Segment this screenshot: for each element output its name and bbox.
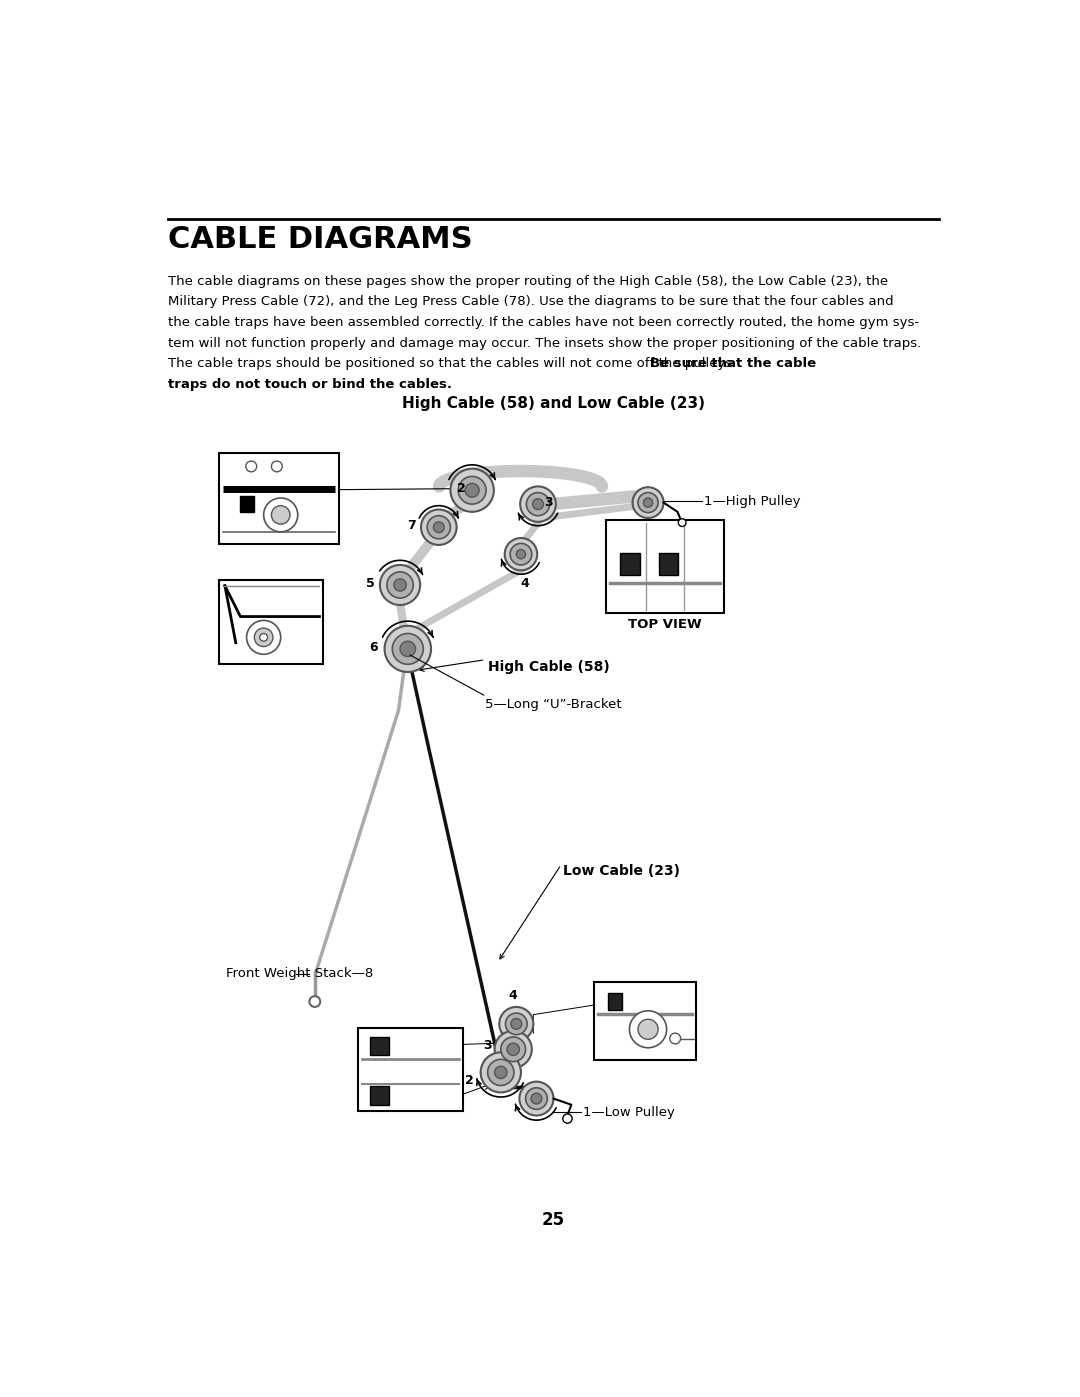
Bar bbox=[606, 520, 724, 613]
Circle shape bbox=[260, 633, 268, 641]
Circle shape bbox=[670, 1034, 680, 1044]
Circle shape bbox=[519, 1081, 554, 1116]
Text: High Cable (58): High Cable (58) bbox=[488, 659, 609, 673]
Circle shape bbox=[264, 497, 298, 532]
Text: 4: 4 bbox=[508, 989, 517, 1002]
Circle shape bbox=[633, 488, 663, 518]
Circle shape bbox=[526, 493, 550, 515]
Circle shape bbox=[392, 633, 423, 665]
Circle shape bbox=[450, 469, 494, 511]
Text: 5—Long “U”-Bracket: 5—Long “U”-Bracket bbox=[485, 698, 622, 711]
Circle shape bbox=[521, 486, 556, 522]
Text: Front Weight Stack—8: Front Weight Stack—8 bbox=[227, 967, 374, 981]
Text: The cable traps should be positioned so that the cables will not come off the pu: The cable traps should be positioned so … bbox=[167, 358, 740, 370]
Text: 4: 4 bbox=[521, 577, 529, 591]
Bar bbox=[620, 553, 639, 576]
Circle shape bbox=[394, 578, 406, 591]
Text: the cable traps have been assembled correctly. If the cables have not been corre: the cable traps have been assembled corr… bbox=[167, 316, 919, 328]
Circle shape bbox=[678, 518, 686, 527]
Text: 2: 2 bbox=[464, 1073, 474, 1087]
Circle shape bbox=[255, 629, 273, 647]
Circle shape bbox=[400, 641, 416, 657]
Bar bbox=[359, 1028, 463, 1111]
Circle shape bbox=[532, 499, 543, 510]
Circle shape bbox=[510, 543, 531, 564]
Circle shape bbox=[380, 564, 420, 605]
Circle shape bbox=[309, 996, 321, 1007]
Circle shape bbox=[526, 1088, 548, 1109]
Bar bbox=[241, 496, 255, 511]
Circle shape bbox=[501, 1037, 526, 1062]
Circle shape bbox=[507, 1044, 519, 1056]
Text: traps do not touch or bind the cables.: traps do not touch or bind the cables. bbox=[167, 377, 451, 391]
Text: Military Press Cable (72), and the Leg Press Cable (78). Use the diagrams to be : Military Press Cable (72), and the Leg P… bbox=[167, 295, 893, 309]
Text: 25: 25 bbox=[542, 1211, 565, 1229]
Circle shape bbox=[499, 1007, 534, 1041]
Circle shape bbox=[246, 461, 257, 472]
Circle shape bbox=[433, 522, 444, 532]
Bar bbox=[369, 1037, 389, 1056]
Circle shape bbox=[271, 461, 282, 472]
Circle shape bbox=[384, 626, 431, 672]
Circle shape bbox=[495, 1066, 507, 1078]
Text: 1—Low Pulley: 1—Low Pulley bbox=[583, 1106, 675, 1119]
Bar bbox=[608, 993, 622, 1010]
Circle shape bbox=[505, 1013, 527, 1035]
Circle shape bbox=[630, 1011, 666, 1048]
Text: 3: 3 bbox=[544, 496, 553, 509]
Circle shape bbox=[644, 497, 652, 507]
Circle shape bbox=[563, 1113, 572, 1123]
Text: TOP VIEW: TOP VIEW bbox=[629, 617, 702, 631]
Bar bbox=[218, 580, 323, 665]
Circle shape bbox=[495, 1031, 531, 1067]
Circle shape bbox=[271, 506, 291, 524]
Circle shape bbox=[458, 476, 486, 504]
Bar bbox=[218, 453, 339, 545]
Circle shape bbox=[428, 515, 450, 539]
Circle shape bbox=[488, 1059, 514, 1085]
Text: 2: 2 bbox=[457, 482, 465, 495]
Text: CABLE DIAGRAMS: CABLE DIAGRAMS bbox=[167, 225, 472, 254]
Text: 6: 6 bbox=[369, 641, 378, 654]
Text: tem will not function properly and damage may occur. The insets show the proper : tem will not function properly and damag… bbox=[167, 337, 921, 349]
Circle shape bbox=[246, 620, 281, 654]
Circle shape bbox=[465, 483, 480, 497]
Text: Be sure that the cable: Be sure that the cable bbox=[650, 358, 815, 370]
Circle shape bbox=[421, 510, 457, 545]
Bar bbox=[594, 982, 697, 1060]
Bar bbox=[659, 553, 678, 576]
Circle shape bbox=[531, 1094, 542, 1104]
Circle shape bbox=[638, 493, 658, 513]
Text: 3: 3 bbox=[483, 1039, 491, 1052]
Text: 5: 5 bbox=[366, 577, 375, 590]
Circle shape bbox=[504, 538, 537, 570]
Text: 7: 7 bbox=[407, 520, 416, 532]
Text: High Cable (58) and Low Cable (23): High Cable (58) and Low Cable (23) bbox=[402, 397, 705, 411]
Circle shape bbox=[638, 1020, 658, 1039]
Circle shape bbox=[516, 549, 526, 559]
Circle shape bbox=[481, 1052, 521, 1092]
Text: The cable diagrams on these pages show the proper routing of the High Cable (58): The cable diagrams on these pages show t… bbox=[167, 275, 888, 288]
Bar bbox=[369, 1087, 389, 1105]
Text: 1—High Pulley: 1—High Pulley bbox=[704, 495, 800, 507]
Circle shape bbox=[387, 571, 414, 598]
Text: Low Cable (23): Low Cable (23) bbox=[563, 865, 679, 879]
Circle shape bbox=[511, 1018, 522, 1030]
